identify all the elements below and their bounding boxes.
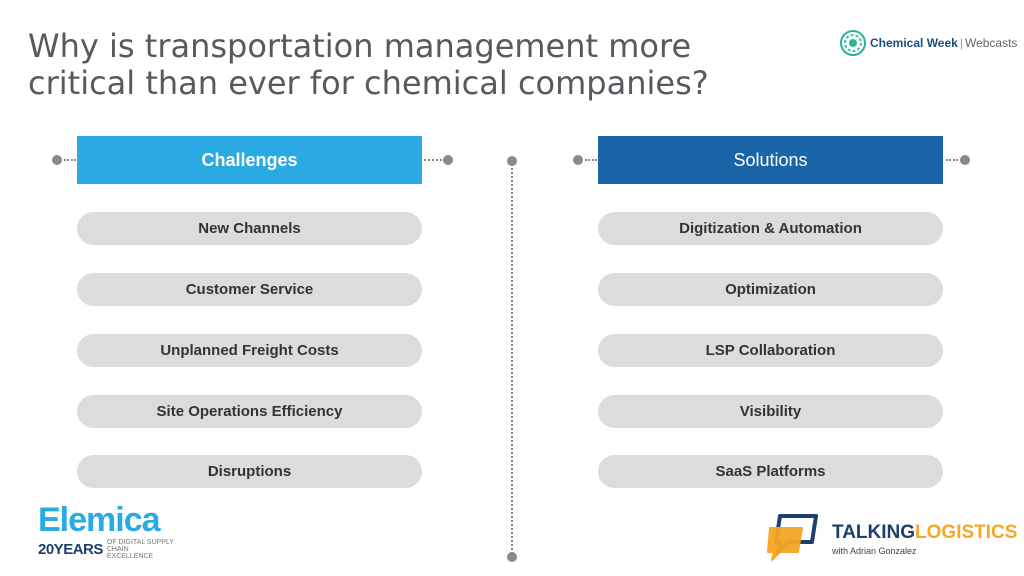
speech-bubbles-icon [767, 514, 818, 561]
slide-title-line-2: critical than ever for chemical companie… [28, 64, 709, 102]
chemical-week-sub: Webcasts [964, 36, 1018, 50]
slide-title: Why is transportation management more cr… [28, 28, 748, 102]
talking-logistics-logo: TALKINGLOGISTICS with Adrian Gonzalez [766, 508, 1017, 568]
divider-bottom-dot [507, 552, 517, 562]
talking-logistics-title: TALKINGLOGISTICS [832, 522, 1017, 544]
elemica-name: Elemica [38, 501, 161, 539]
challenges-left-connector [64, 159, 76, 161]
solutions-left-dot [573, 155, 583, 165]
elemica-years-row: 20YEARS OF DIGITAL SUPPLY CHAIN EXCELLEN… [38, 539, 177, 560]
challenges-right-connector [424, 159, 442, 161]
chemical-week-globe-icon [840, 30, 866, 56]
solution-item-saas-platforms: SaaS Platforms [598, 455, 943, 488]
solution-item-lsp-collaboration: LSP Collaboration [598, 334, 943, 367]
chemical-week-brand: Chemical Week [870, 36, 958, 50]
talking-logistics-sub: with Adrian Gonzalez [832, 546, 917, 556]
divider-top-dot [507, 156, 517, 166]
challenges-right-dot [443, 155, 453, 165]
solutions-header: Solutions [598, 136, 943, 184]
challenge-item-disruptions: Disruptions [77, 455, 422, 488]
challenge-item-new-channels: New Channels [77, 212, 422, 245]
talking-word: TALKING [832, 522, 916, 543]
challenges-header: Challenges [77, 136, 422, 184]
solution-item-visibility: Visibility [598, 395, 943, 428]
challenge-item-unplanned-freight-costs: Unplanned Freight Costs [77, 334, 422, 367]
elemica-tagline: OF DIGITAL SUPPLY CHAIN EXCELLENCE [106, 539, 174, 560]
center-divider [511, 168, 513, 554]
solutions-right-dot [960, 155, 970, 165]
challenges-left-dot [52, 155, 62, 165]
chemical-week-logo: Chemical Week | Webcasts [840, 30, 1017, 56]
challenge-item-site-operations-efficiency: Site Operations Efficiency [77, 395, 422, 428]
challenge-item-customer-service: Customer Service [77, 273, 422, 306]
solutions-right-connector [946, 159, 958, 161]
slide-title-line-1: Why is transportation management more [28, 27, 692, 65]
logistics-word: LOGISTICS [915, 522, 1018, 543]
solutions-left-connector [585, 159, 597, 161]
chemical-week-separator: | [959, 36, 963, 50]
elemica-years: 20YEARS [38, 541, 103, 558]
elemica-logo: Elemica 20YEARS OF DIGITAL SUPPLY CHAIN … [38, 503, 177, 560]
solution-item-optimization: Optimization [598, 273, 943, 306]
solution-item-digitization-automation: Digitization & Automation [598, 212, 943, 245]
